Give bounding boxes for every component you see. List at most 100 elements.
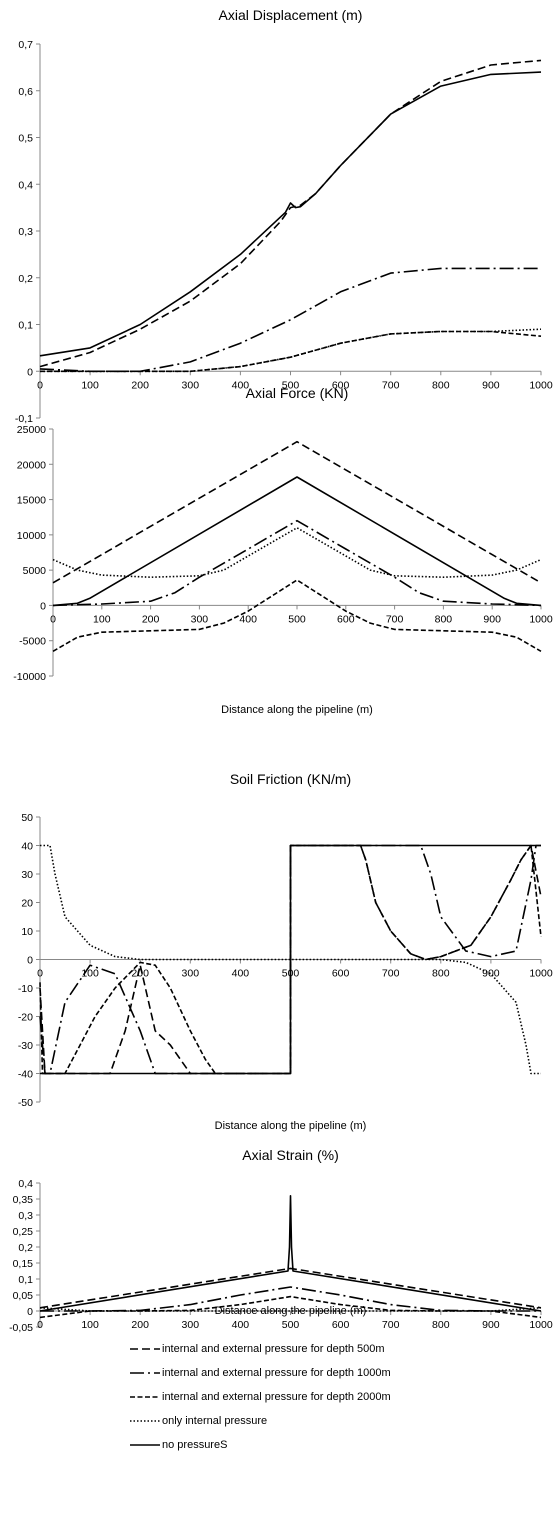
- y-tick-label: 5000: [23, 565, 47, 577]
- y-tick-label: 0,2: [18, 1242, 33, 1254]
- legend-label-depth-2000: internal and external pressure for depth…: [162, 1391, 391, 1403]
- legend-label-no-pressure: no pressureS: [162, 1439, 228, 1451]
- y-tick-label: 0,35: [13, 1194, 34, 1206]
- y-tick-label: 0,1: [18, 1274, 33, 1286]
- x-tick-label: 1000: [529, 613, 553, 625]
- y-tick-label: 10: [21, 926, 33, 938]
- y-tick-label: 0: [27, 955, 33, 967]
- legend-item-internal-only: only internal pressure: [130, 1409, 550, 1433]
- chart-panel-1: Axial Displacement (m) -0,1 0 0,1 0,2 0,3 0,4 0…: [15, 7, 553, 425]
- legend: internal and external pressure for depth…: [130, 1337, 550, 1457]
- x-axis-label: Distance along the pipeline (m): [221, 704, 373, 716]
- y-tick-label: 50: [21, 812, 33, 824]
- legend-swatch-no-pressure: [130, 1440, 160, 1450]
- y-tick-label: 0,2: [18, 273, 33, 285]
- x-tick-label: 1000: [529, 379, 553, 391]
- chart-panel-2: Axial Force (KN) -10000 -5000 0 5000 10000 150…: [13, 385, 553, 716]
- y-tick-label: -40: [18, 1069, 33, 1081]
- x-tick-label: 400: [232, 968, 250, 980]
- y-tick-label: 0: [27, 366, 33, 378]
- x-tick-label: 200: [131, 968, 149, 980]
- y-tick-label: -5000: [19, 636, 46, 648]
- series-line-d1000: [52, 519, 542, 607]
- x-tick-label: 500: [282, 1319, 300, 1331]
- y-tick-label: 0,4: [18, 1178, 33, 1190]
- y-tick-label: -50: [18, 1097, 33, 1109]
- x-axis-label: Distance along the pipeline (m): [215, 1120, 367, 1132]
- x-tick-label: 800: [435, 613, 453, 625]
- y-tick-label: 0,3: [18, 1210, 33, 1222]
- series-line-d500: [39, 59, 542, 368]
- x-tick-label: 100: [81, 1319, 99, 1331]
- series-line-none: [40, 844, 541, 1075]
- y-tick-label: -0,05: [9, 1322, 33, 1334]
- y-tick-label: 0,15: [13, 1258, 34, 1270]
- x-tick-label: 700: [382, 1319, 400, 1331]
- chart-title: Axial Displacement (m): [219, 7, 363, 23]
- x-tick-label: 900: [482, 379, 500, 391]
- x-tick-label: 500: [288, 613, 306, 625]
- legend-item-depth-500: internal and external pressure for depth…: [130, 1337, 550, 1361]
- x-tick-label: 400: [232, 1319, 250, 1331]
- y-tick-label: -0,1: [15, 413, 33, 425]
- series-line-d2000: [52, 579, 542, 652]
- x-tick-label: 200: [131, 379, 149, 391]
- series-line-internal: [40, 328, 542, 373]
- y-tick-label: 10000: [17, 530, 46, 542]
- x-tick-label: 800: [432, 1319, 450, 1331]
- x-tick-label: 1000: [529, 1319, 553, 1331]
- y-tick-label: 0,4: [18, 179, 33, 191]
- legend-label-internal-only: only internal pressure: [162, 1415, 268, 1427]
- x-tick-label: 600: [332, 968, 350, 980]
- chart-panel-3: Soil Friction (KN/m) -50 -40 -30 -20 -10 0 10 20…: [18, 771, 553, 1132]
- x-tick-label: 0: [37, 968, 43, 980]
- y-tick-label: 40: [21, 841, 33, 853]
- legend-swatch-depth-1000: [130, 1368, 160, 1378]
- x-tick-label: 300: [182, 379, 200, 391]
- series-line-internal: [52, 527, 542, 578]
- series-line-d500: [39, 1267, 542, 1309]
- series-line-none: [39, 71, 542, 357]
- x-tick-label: 700: [382, 968, 400, 980]
- x-tick-label: 900: [483, 613, 501, 625]
- y-tick-label: 15000: [17, 495, 46, 507]
- x-tick-label: 900: [482, 968, 500, 980]
- series-line-d2000: [40, 330, 542, 373]
- x-tick-label: 600: [332, 379, 350, 391]
- series-line-d1000: [39, 267, 541, 373]
- series-line-none: [39, 1195, 542, 1312]
- x-tick-label: 300: [191, 613, 209, 625]
- y-tick-label: 0,05: [13, 1290, 34, 1302]
- y-tick-label: 0,1: [18, 320, 33, 332]
- y-tick-label: -10000: [13, 671, 46, 683]
- x-tick-label: 100: [81, 379, 99, 391]
- y-tick-label: 0,3: [18, 226, 33, 238]
- legend-label-depth-500: internal and external pressure for depth…: [162, 1343, 385, 1355]
- x-tick-label: 300: [182, 1319, 200, 1331]
- x-tick-label: 700: [386, 613, 404, 625]
- y-tick-label: 0: [27, 1306, 33, 1318]
- series-line-none: [52, 476, 542, 607]
- x-tick-label: 1000: [529, 968, 553, 980]
- x-tick-label: 600: [332, 1319, 350, 1331]
- y-tick-label: 0: [40, 600, 46, 612]
- y-tick-label: 0,7: [18, 39, 33, 51]
- y-tick-label: -30: [18, 1040, 33, 1052]
- x-tick-label: 700: [382, 379, 400, 391]
- x-tick-label: 100: [93, 613, 111, 625]
- chart-panel-4: Axial Strain (%) -0,05 0 0,05 0,1 0,15 0,2 0,25…: [9, 1147, 553, 1334]
- x-tick-label: 200: [142, 613, 160, 625]
- legend-swatch-internal-only: [130, 1416, 160, 1426]
- series-line-d2000: [39, 1295, 542, 1319]
- legend-swatch-depth-500: [130, 1344, 160, 1354]
- x-tick-label: 0: [37, 1319, 43, 1331]
- x-tick-label: 800: [432, 379, 450, 391]
- x-tick-label: 800: [432, 968, 450, 980]
- series-line-d500: [52, 440, 542, 584]
- y-tick-label: 30: [21, 869, 33, 881]
- chart-title: Axial Force (KN): [246, 385, 349, 401]
- x-tick-label: 400: [232, 379, 250, 391]
- series-line-internal: [39, 1307, 542, 1312]
- x-tick-label: 900: [482, 1319, 500, 1331]
